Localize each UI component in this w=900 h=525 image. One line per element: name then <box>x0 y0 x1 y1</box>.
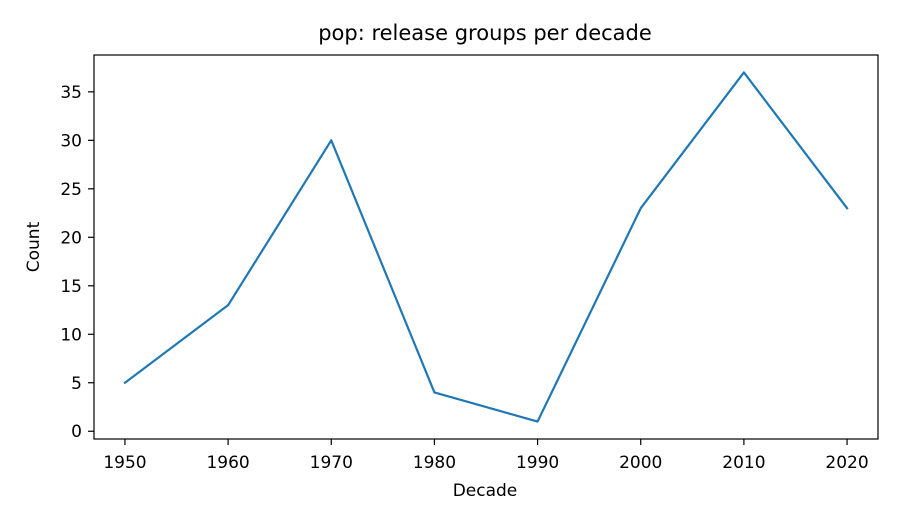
y-tick-label: 30 <box>60 131 82 151</box>
y-tick: 20 <box>60 228 94 248</box>
y-tick-label: 10 <box>60 325 82 345</box>
x-tick-label: 1980 <box>413 453 456 473</box>
plot-area: 1950 1960 1970 1980 1990 2000 2010 2020 0 5 10 15 2… <box>60 54 879 473</box>
plot-frame <box>93 54 879 440</box>
x-tick-label: 1990 <box>516 453 559 473</box>
x-tick-label: 1960 <box>206 453 249 473</box>
x-tick: 1980 <box>413 439 456 473</box>
y-tick: 15 <box>60 277 94 297</box>
x-tick-label: 2000 <box>619 453 662 473</box>
y-axis-ticks: 0 5 10 15 20 25 30 35 <box>60 83 94 442</box>
series-line <box>123 71 849 423</box>
y-tick-label: 0 <box>71 422 82 442</box>
x-tick-label: 2010 <box>722 453 765 473</box>
chart-title: pop: release groups per decade <box>318 21 652 45</box>
x-tick-label: 2020 <box>825 453 868 473</box>
y-tick-label: 5 <box>71 374 82 394</box>
y-tick: 5 <box>71 374 94 394</box>
y-tick: 0 <box>71 422 94 442</box>
x-tick: 1990 <box>516 439 559 473</box>
y-tick: 10 <box>60 325 94 345</box>
x-tick: 1960 <box>206 439 250 473</box>
series-layer <box>123 71 849 423</box>
y-tick: 35 <box>60 83 94 103</box>
x-tick: 1970 <box>310 439 353 473</box>
y-tick-label: 20 <box>60 228 82 248</box>
y-tick-label: 35 <box>60 83 82 103</box>
x-tick: 1950 <box>103 439 147 473</box>
x-tick: 2020 <box>825 439 869 473</box>
x-tick-label: 1950 <box>103 453 146 473</box>
y-tick-label: 25 <box>60 180 82 200</box>
y-axis-label: Count <box>24 221 44 272</box>
y-tick: 25 <box>60 180 94 200</box>
x-tick: 2000 <box>619 439 662 473</box>
x-tick: 2010 <box>722 439 766 473</box>
x-axis-ticks: 1950 1960 1970 1980 1990 2000 2010 2020 <box>103 439 869 473</box>
y-tick: 30 <box>60 131 94 151</box>
x-tick-label: 1970 <box>310 453 353 473</box>
x-axis-label: Decade <box>453 481 518 501</box>
y-tick-label: 15 <box>60 277 82 297</box>
